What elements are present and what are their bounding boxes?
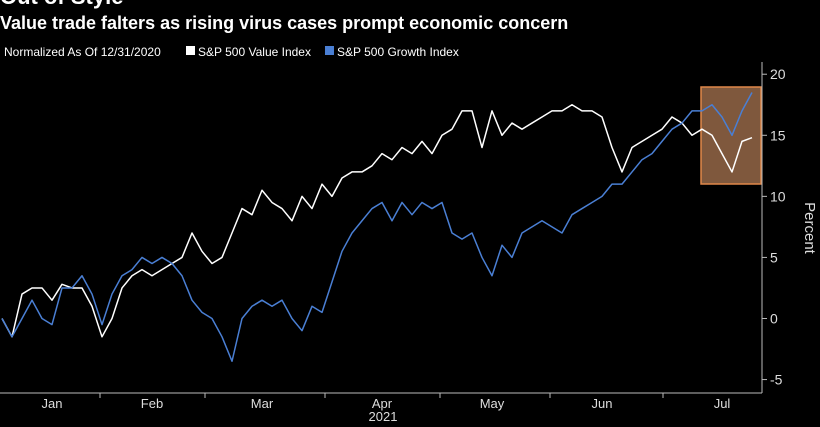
legend-label: S&P 500 Value Index: [198, 45, 311, 59]
series-line: [1, 103, 753, 338]
x-tick-label: Jun: [592, 396, 613, 411]
note: Normalized As Of 12/31/2020: [4, 45, 161, 59]
y-tick-label: -5: [770, 372, 783, 388]
x-tick-label: Mar: [251, 396, 274, 411]
x-tick-label: Jul: [714, 396, 731, 411]
y-tick-label: 15: [770, 127, 786, 143]
y-axis-label: Percent: [801, 202, 818, 255]
y-tick-label: 0: [770, 310, 778, 326]
legend-swatch: [186, 46, 195, 55]
y-tick-label: 10: [770, 188, 786, 204]
x-tick-label: Apr: [372, 396, 393, 411]
x-tick-label: Feb: [141, 396, 163, 411]
x-tick-label: Jan: [42, 396, 63, 411]
y-tick-label: 5: [770, 249, 778, 265]
x-year-label: 2021: [369, 409, 398, 424]
x-tick-label: May: [480, 396, 505, 411]
chart-subtitle: Value trade falters as rising virus case…: [0, 13, 568, 33]
series-line: [1, 92, 753, 362]
y-tick-label: 20: [770, 66, 786, 82]
legend-label: S&P 500 Growth Index: [337, 45, 459, 59]
legend-swatch: [324, 46, 334, 55]
chart-title: Out of Style: [0, 0, 123, 9]
